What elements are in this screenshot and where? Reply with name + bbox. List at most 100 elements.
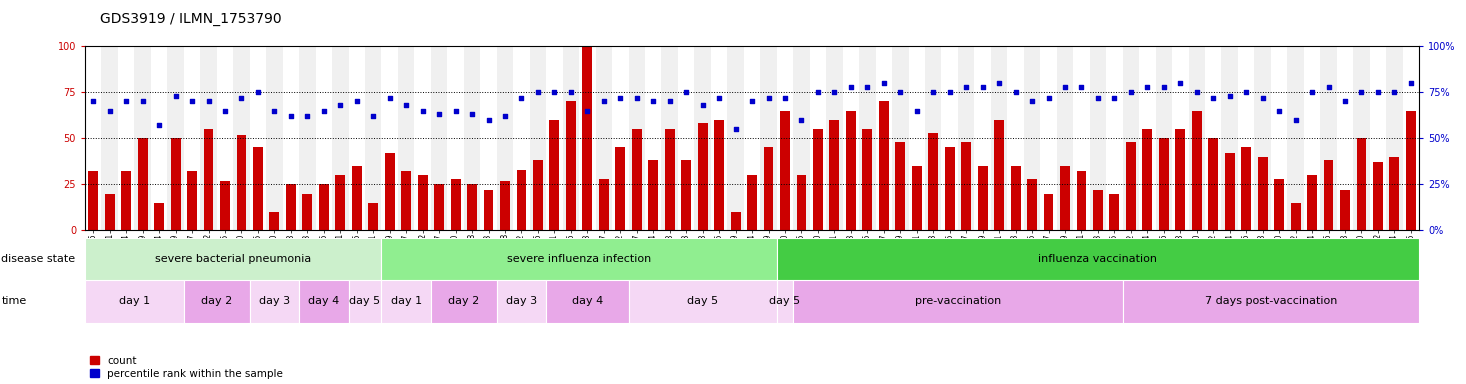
Bar (368, 203, 378, 230)
Bar (170, 138, 180, 230)
Point (328, 102, 352, 108)
Text: severe bacterial pneumonia: severe bacterial pneumonia (155, 254, 311, 264)
Point (1152, 84, 1176, 90)
Point (773, 94, 796, 101)
Bar (101, 46, 117, 230)
Point (625, 94, 648, 101)
Point (296, 113, 320, 119)
Point (362, 113, 386, 119)
Bar (1189, 46, 1205, 230)
Bar (381, 238, 777, 280)
Bar (896, 142, 905, 230)
Bar (1340, 190, 1350, 230)
Bar (1303, 46, 1321, 230)
Point (164, 93, 188, 99)
Bar (352, 166, 362, 230)
Bar (925, 46, 941, 230)
Bar (201, 46, 217, 230)
Text: day 4: day 4 (308, 296, 340, 306)
Bar (402, 171, 410, 230)
Text: day 5: day 5 (688, 296, 718, 306)
Point (1382, 89, 1406, 95)
Bar (975, 46, 991, 230)
Point (970, 84, 994, 90)
Bar (1321, 46, 1337, 230)
Text: severe influenza infection: severe influenza infection (507, 254, 651, 264)
Bar (529, 46, 547, 230)
Bar (1041, 46, 1057, 230)
Point (1086, 94, 1110, 101)
Point (230, 94, 254, 101)
Bar (1406, 111, 1416, 230)
Text: day 5: day 5 (349, 296, 381, 306)
Bar (249, 280, 299, 323)
Bar (1374, 162, 1382, 230)
Bar (809, 46, 827, 230)
Bar (122, 171, 130, 230)
Bar (550, 120, 560, 230)
Point (312, 108, 336, 114)
Bar (830, 120, 840, 230)
Point (1284, 117, 1308, 123)
Text: time: time (1, 296, 26, 306)
Bar (1324, 161, 1334, 230)
Bar (270, 212, 280, 230)
Point (1333, 98, 1356, 104)
Bar (104, 194, 114, 230)
Point (724, 126, 748, 132)
Bar (582, 46, 592, 230)
Point (905, 108, 928, 114)
Bar (613, 46, 629, 230)
Bar (431, 46, 447, 230)
Point (476, 117, 500, 123)
Bar (1044, 194, 1054, 230)
Point (180, 98, 204, 104)
Bar (85, 238, 381, 280)
Bar (1205, 46, 1221, 230)
Point (1366, 89, 1390, 95)
Bar (450, 179, 460, 230)
Bar (468, 184, 476, 230)
Point (213, 108, 236, 114)
Point (1202, 94, 1226, 101)
Point (790, 117, 814, 123)
Bar (793, 46, 809, 230)
Bar (677, 46, 695, 230)
Bar (299, 280, 349, 323)
Bar (1110, 194, 1120, 230)
Bar (249, 46, 267, 230)
Bar (267, 46, 283, 230)
Bar (1107, 46, 1123, 230)
Point (756, 94, 780, 101)
Point (460, 111, 484, 118)
Text: GDS3919 / ILMN_1753790: GDS3919 / ILMN_1753790 (100, 12, 281, 25)
Bar (579, 46, 595, 230)
Point (592, 98, 616, 104)
Point (114, 98, 138, 104)
Point (444, 108, 468, 114)
Point (1102, 94, 1126, 101)
Bar (727, 46, 743, 230)
Point (196, 98, 220, 104)
Point (1316, 84, 1340, 90)
Bar (1274, 179, 1284, 230)
Bar (875, 46, 891, 230)
Bar (846, 111, 856, 230)
Point (954, 84, 978, 90)
Bar (928, 133, 938, 230)
Bar (463, 46, 481, 230)
Bar (814, 129, 822, 230)
Point (279, 113, 302, 119)
Point (988, 80, 1012, 86)
Bar (714, 120, 724, 230)
Point (130, 98, 154, 104)
Bar (283, 46, 299, 230)
Bar (1353, 46, 1369, 230)
Point (1234, 89, 1258, 95)
Point (82, 98, 106, 104)
Bar (1057, 46, 1073, 230)
Text: disease state: disease state (1, 254, 76, 264)
Bar (135, 46, 151, 230)
Bar (1208, 138, 1218, 230)
Point (510, 94, 534, 101)
